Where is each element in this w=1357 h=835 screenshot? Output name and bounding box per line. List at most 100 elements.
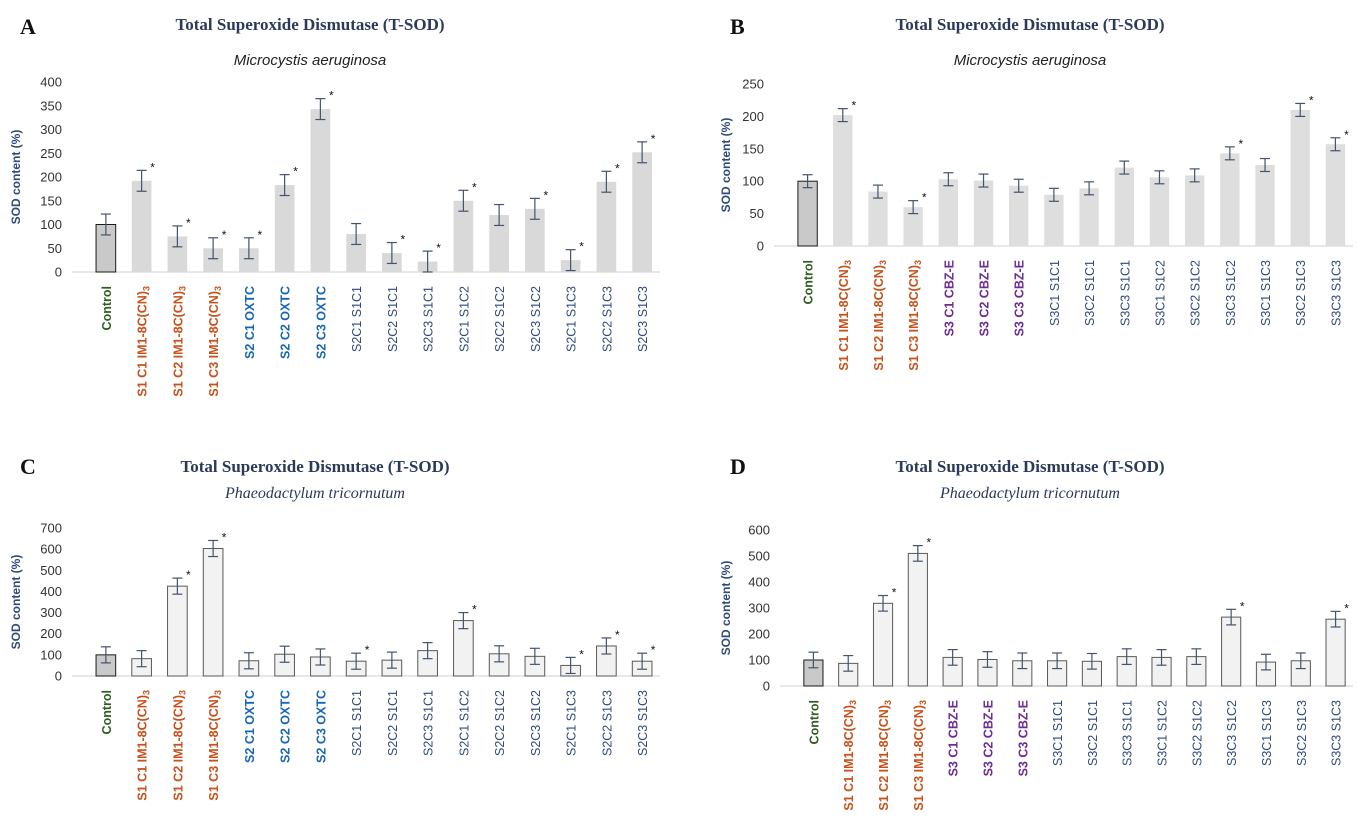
y-tick-label: 100 <box>40 217 62 232</box>
x-tick-label: Control <box>802 260 816 304</box>
x-tick-label: S3C1 S1C3 <box>1259 260 1273 326</box>
y-tick-label: 250 <box>40 146 62 161</box>
x-tick-label: S2C2 S1C3 <box>600 286 614 352</box>
x-tick-label: S2C3 S1C1 <box>422 286 436 352</box>
bar <box>1325 144 1346 246</box>
chart-subtitle: Phaeodactylum tricornutum <box>224 485 405 502</box>
significance-mark: * <box>258 228 263 242</box>
x-tick-label: S2C2 S1C2 <box>493 286 507 352</box>
significance-mark: * <box>222 228 227 242</box>
y-tick-label: 300 <box>40 122 62 137</box>
x-tick-label: S3C2 S1C2 <box>1189 260 1203 326</box>
bar <box>872 602 894 687</box>
x-tick-label: Control <box>100 690 114 734</box>
significance-mark: * <box>186 568 191 582</box>
bar <box>868 191 888 246</box>
bar <box>167 236 188 272</box>
bar <box>239 248 259 272</box>
chart-title: Total Superoxide Dismutase (T-SOD) <box>175 15 444 34</box>
bar <box>1009 185 1029 246</box>
x-tick-label: S2C2 S1C3 <box>600 690 614 756</box>
x-tick-label: S2C1 S1C3 <box>565 690 579 756</box>
y-tick-label: 200 <box>748 627 770 642</box>
significance-mark: * <box>293 165 298 179</box>
x-tick-label: S2C3 S1C3 <box>636 286 650 352</box>
y-tick-label: 200 <box>40 626 62 641</box>
significance-mark: * <box>651 643 656 657</box>
bar <box>131 180 152 272</box>
x-tick-label: S3 C3 CBZ-E <box>1016 700 1030 776</box>
bar <box>346 234 366 272</box>
panel-a: A Total Superoxide Dismutase (T-SOD) Micro… <box>0 0 678 415</box>
x-tick-label: S2C2 S1C1 <box>386 690 400 756</box>
y-tick-label: 500 <box>748 549 770 564</box>
chart-subtitle: Microcystis aeruginosa <box>954 52 1107 69</box>
x-tick-label: S2C1 S1C2 <box>457 286 471 352</box>
bar <box>1290 109 1310 246</box>
x-tick-label: S3C1 S1C1 <box>1051 700 1065 766</box>
significance-mark: * <box>186 216 191 230</box>
x-tick-label: S3C1 S1C3 <box>1260 700 1274 766</box>
bar <box>797 180 818 247</box>
y-tick-label: 300 <box>40 605 62 620</box>
significance-mark: * <box>329 89 334 103</box>
x-tick-label: S2C1 S1C1 <box>350 690 364 756</box>
x-tick-label: S3C2 S1C1 <box>1083 260 1097 326</box>
x-tick-label: S2C1 S1C1 <box>350 286 364 352</box>
x-tick-label: S3 C3 CBZ-E <box>1013 260 1027 336</box>
bar <box>632 152 652 272</box>
y-tick-label: 300 <box>748 601 770 616</box>
significance-mark: * <box>922 191 927 205</box>
y-tick-label: 600 <box>748 523 770 538</box>
x-tick-label: S3C3 S1C2 <box>1225 700 1239 766</box>
significance-mark: * <box>1239 137 1244 151</box>
x-tick-label: S3 C2 CBZ-E <box>981 700 995 776</box>
panel-letter: C <box>20 454 36 479</box>
y-tick-label: 100 <box>742 174 764 189</box>
bar <box>489 215 509 272</box>
bar <box>1255 165 1275 246</box>
x-tick-label: S3C2 S1C2 <box>1190 700 1204 766</box>
y-tick-label: 500 <box>40 563 62 578</box>
y-tick-label: 50 <box>750 206 764 221</box>
x-tick-label: S3C1 S1C2 <box>1156 700 1170 766</box>
y-tick-label: 350 <box>40 98 62 113</box>
significance-mark: * <box>927 536 932 550</box>
bar <box>525 208 545 272</box>
x-tick-label: S2 C2 OXTC <box>279 286 293 359</box>
x-tick-label: S3C2 S1C3 <box>1295 700 1309 766</box>
x-tick-label: S2C3 S1C2 <box>529 690 543 756</box>
y-tick-label: 0 <box>55 265 62 280</box>
y-axis-label: SOD content (%) <box>719 118 733 213</box>
x-tick-label: S1 C3 IM1-8C(CN)3 <box>912 700 928 811</box>
significance-mark: * <box>615 161 620 175</box>
y-tick-label: 400 <box>40 584 62 599</box>
chart-title: Total Superoxide Dismutase (T-SOD) <box>895 15 1164 34</box>
x-tick-label: Control <box>807 700 821 744</box>
x-tick-label: S1 C3 IM1-8C(CN)3 <box>207 690 223 801</box>
panel-d: D Total Superoxide Dismutase (T-SOD) Phaeo… <box>710 420 1357 835</box>
y-tick-label: 200 <box>40 170 62 185</box>
x-tick-label: S2C1 S1C3 <box>565 286 579 352</box>
bar <box>274 185 295 272</box>
panel-c: C Total Superoxide Dismutase (T-SOD) Phaeo… <box>0 420 678 835</box>
significance-mark: * <box>544 188 549 202</box>
x-tick-label: S2 C3 OXTC <box>314 286 328 359</box>
significance-mark: * <box>222 530 227 544</box>
significance-mark: * <box>579 240 584 254</box>
significance-mark: * <box>579 647 584 661</box>
x-tick-label: S1 C1 IM1-8C(CN)3 <box>136 690 152 801</box>
chart-b: B Total Superoxide Dismutase (T-SOD) Micro… <box>719 14 1353 371</box>
y-tick-label: 600 <box>40 542 62 557</box>
y-tick-label: 100 <box>748 653 770 668</box>
significance-mark: * <box>150 160 155 174</box>
bar <box>907 552 928 687</box>
significance-mark: * <box>472 603 477 617</box>
y-tick-label: 200 <box>742 109 764 124</box>
x-tick-label: S3C3 S1C1 <box>1118 260 1132 326</box>
panel-letter: B <box>730 14 745 39</box>
y-axis-label: SOD content (%) <box>719 561 733 656</box>
bar <box>1221 616 1242 687</box>
y-tick-label: 700 <box>40 521 62 536</box>
chart-c: C Total Superoxide Dismutase (T-SOD) Phaeo… <box>9 454 660 801</box>
